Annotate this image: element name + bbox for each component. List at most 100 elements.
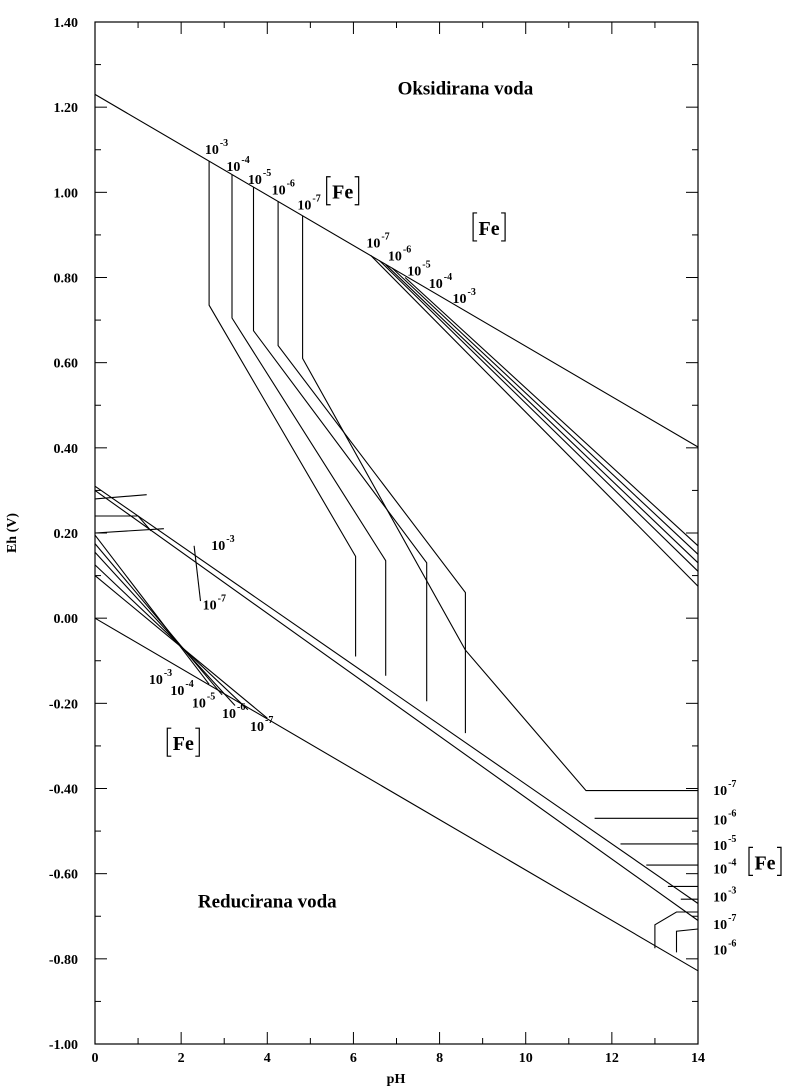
concentration-label: 10 <box>250 720 264 735</box>
series-line <box>404 277 699 547</box>
concentration-label: 10 <box>713 814 727 829</box>
concentration-label: 10 <box>388 249 402 264</box>
axis-tick-labels: 0 2 4 6 8 10 12 14 1.40 1.20 1.00 0.80 0.60 0.40 0.20 0… <box>49 16 705 1066</box>
series-line <box>94 551 236 706</box>
y-tick-label: 0.00 <box>54 612 79 627</box>
left-bracket <box>326 176 331 206</box>
concentration-label: 10 <box>366 237 380 252</box>
concentration-exponent: -7 <box>381 232 389 243</box>
concentration-exponent: -6 <box>728 809 736 820</box>
series-line <box>94 617 699 972</box>
fe-bracket-label: Fe <box>166 727 200 757</box>
series-line <box>208 161 357 657</box>
y-tick-label: 1.00 <box>54 186 79 201</box>
concentration-label: 10 <box>713 863 727 878</box>
concentration-exponent: -5 <box>263 168 271 179</box>
y-tick-label: -0.20 <box>49 697 78 712</box>
region-label: Reducirana voda <box>198 892 337 913</box>
concentration-label: 10 <box>297 198 311 213</box>
right-bracket <box>777 846 782 877</box>
concentration-exponent: -3 <box>164 668 172 679</box>
concentration-label: 10 <box>713 890 727 905</box>
left-bracket <box>748 846 753 877</box>
y-axis-label: Eh (V) <box>5 513 20 553</box>
x-tick-label: 6 <box>350 1051 357 1066</box>
concentration-exponent: -5 <box>207 692 215 703</box>
x-tick-label: 14 <box>691 1051 705 1066</box>
y-tick-label: -0.60 <box>49 868 78 883</box>
concentration-label: 10 <box>407 264 421 279</box>
series-line <box>193 545 202 602</box>
concentration-label: 10 <box>713 944 727 959</box>
y-tick-label: 0.60 <box>54 357 79 372</box>
region-labels: Oksidirana voda Reducirana voda <box>198 78 534 912</box>
concentration-label: 10 <box>248 173 262 188</box>
x-tick-label: 10 <box>519 1051 533 1066</box>
series-line <box>252 187 428 702</box>
y-tick-label: -0.80 <box>49 953 78 968</box>
right-bracket <box>195 727 200 757</box>
concentration-exponent: -3 <box>467 287 475 298</box>
concentration-exponent: -6 <box>287 178 295 189</box>
y-tick-label: -0.40 <box>49 783 78 798</box>
concentration-label: 10 <box>713 784 727 799</box>
series-line <box>231 174 387 676</box>
fe-labels: Fe Fe Fe Fe <box>166 176 782 877</box>
concentration-label: 10 <box>429 277 443 292</box>
concentration-exponent: -5 <box>422 259 430 270</box>
concentration-label: 10 <box>222 707 236 722</box>
concentration-exponent: -6 <box>403 244 411 255</box>
concentration-label: 10 <box>149 673 163 688</box>
series-line <box>385 264 699 564</box>
fe-label-text: Fe <box>479 218 500 240</box>
concentration-label: 10 <box>203 599 217 614</box>
concentration-exponent: -7 <box>218 594 226 605</box>
right-bracket <box>354 176 360 206</box>
series-lines <box>94 93 699 972</box>
concentration-exponent: -7 <box>728 913 736 924</box>
concentration-exponent: -6 <box>237 702 245 713</box>
concentration-exponent: -3 <box>226 534 234 545</box>
left-bracket <box>166 727 172 757</box>
concentration-label: 10 <box>170 684 184 699</box>
concentration-exponent: -5 <box>728 834 736 845</box>
concentration-exponent: -3 <box>728 885 736 896</box>
series-line <box>94 489 699 921</box>
series-line <box>94 528 164 534</box>
series-line <box>277 201 466 734</box>
y-tick-label: 0.80 <box>54 272 79 287</box>
x-axis-label: pH <box>387 1072 406 1087</box>
concentration-exponent: -4 <box>241 155 249 166</box>
region-label: Oksidirana voda <box>398 78 534 99</box>
concentration-labels: 10 -310 -410 -510 -610 -710 -710 -610 -510 -410 -3… <box>149 138 737 959</box>
series-line <box>94 93 699 448</box>
y-tick-label: 1.40 <box>54 16 79 31</box>
y-tick-label: -1.00 <box>49 1038 78 1053</box>
concentration-exponent: -6 <box>728 939 736 950</box>
series-line <box>391 267 699 555</box>
left-bracket <box>472 212 478 242</box>
series-line <box>94 575 268 719</box>
fe-label-text: Fe <box>173 733 194 755</box>
fe-bracket-label: Fe <box>748 846 782 877</box>
series-line <box>654 911 698 949</box>
x-tick-label: 12 <box>605 1051 619 1066</box>
axis-ticks <box>94 21 699 1045</box>
x-tick-label: 8 <box>436 1051 443 1066</box>
concentration-exponent: -4 <box>728 858 736 869</box>
x-tick-label: 0 <box>92 1051 99 1066</box>
concentration-exponent: -4 <box>185 679 193 690</box>
series-line <box>94 564 249 711</box>
concentration-label: 10 <box>205 143 219 158</box>
series-line <box>94 543 223 696</box>
fe-label-text: Fe <box>754 852 775 874</box>
concentration-exponent: -7 <box>265 715 273 726</box>
series-line <box>675 928 699 953</box>
series-line <box>94 485 699 904</box>
series-line <box>302 215 698 792</box>
series-line <box>94 534 210 685</box>
series-line <box>94 494 147 500</box>
concentration-label: 10 <box>713 918 727 933</box>
concentration-exponent: -3 <box>220 138 228 149</box>
fe-bracket-label: Fe <box>472 212 506 242</box>
